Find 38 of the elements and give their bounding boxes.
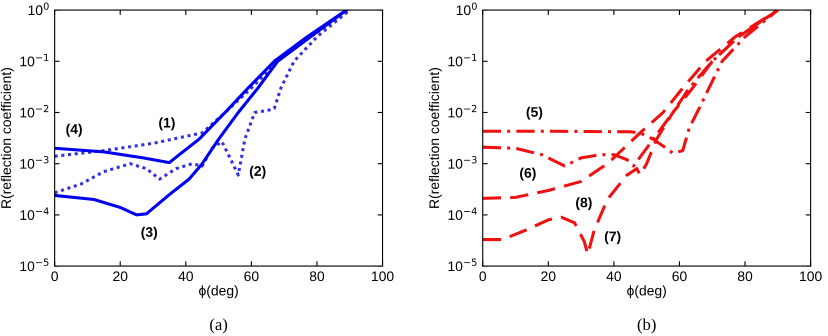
x-tick-label: 20 [541, 271, 556, 282]
y-tick-label: 10$^{−1}$ [448, 54, 476, 66]
y-tick-label: 10$^{−2}$ [448, 104, 476, 118]
x-tick-label: 60 [672, 271, 687, 282]
series-label: (5) [526, 106, 542, 120]
x-tick-label: 100 [372, 271, 394, 282]
series-label: (2) [250, 166, 266, 179]
y-tick-label: 10$^{−5}$ [448, 258, 477, 272]
x-tick-label: 20 [113, 271, 128, 282]
series-label: (1) [159, 117, 175, 130]
x-axis-title: ϕ(deg) [627, 285, 666, 298]
series-label: (3) [141, 226, 158, 240]
series-label: (8) [576, 197, 592, 210]
series-label: (6) [520, 168, 536, 181]
y-tick-label: 10$^{−4}$ [20, 207, 49, 220]
y-tick-label: 10$^{−4}$ [448, 207, 477, 220]
x-axis-title: ϕ(deg) [199, 285, 238, 298]
text: (a) [210, 318, 228, 334]
y-axis-title: R(reflection coefficient) [428, 68, 442, 208]
x-tick-label: 80 [310, 271, 324, 282]
y-tick-label: 10$^{−3}$ [20, 156, 49, 169]
y-tick-label: 10$^{0}$ [28, 2, 49, 16]
y-axis-title: R(reflection coefficient) [0, 68, 14, 208]
y-tick-label: 10$^{0}$ [456, 2, 477, 16]
y-tick-label: 10$^{−5}$ [20, 258, 48, 272]
x-tick-label: 40 [178, 271, 193, 282]
text: (b) [638, 318, 656, 334]
series-label: (7) [604, 231, 620, 244]
y-tick-label: 10$^{−1}$ [20, 54, 48, 66]
x-tick-label: 0 [51, 271, 58, 282]
x-tick-label: 60 [244, 271, 259, 282]
x-tick-label: 40 [606, 271, 622, 282]
y-tick-label: 10$^{−3}$ [448, 156, 477, 169]
x-tick-label: 0 [479, 271, 486, 282]
x-tick-label: 100 [800, 271, 822, 282]
series-label: (4) [66, 124, 82, 137]
y-tick-label: 10$^{−2}$ [20, 104, 48, 118]
x-tick-label: 80 [738, 271, 752, 282]
